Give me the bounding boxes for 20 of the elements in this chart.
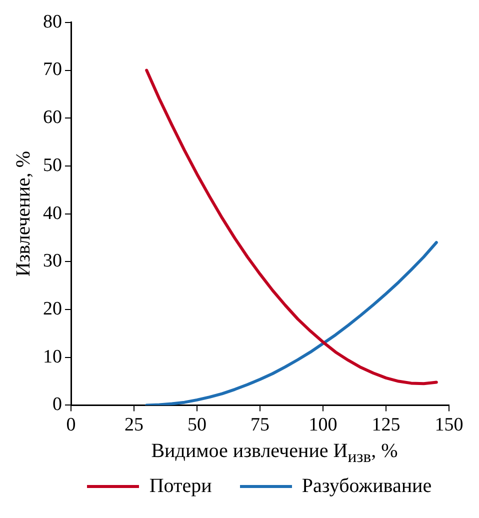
y-axis-title: Извлечение, %: [12, 150, 34, 277]
y-tick-label: 20: [43, 298, 62, 320]
y-tick-label: 60: [43, 107, 62, 128]
y-tick-label: 30: [43, 250, 62, 272]
legend-label: Потери: [149, 475, 212, 498]
x-tick-label: 50: [188, 414, 206, 436]
x-tick-label: 100: [308, 414, 338, 436]
x-tick-label: 150: [434, 414, 464, 436]
y-tick-label: 0: [52, 394, 62, 416]
y-tick-label: 10: [43, 346, 62, 368]
x-axis-title: Видимое извлечение И$_{изв}$, %: [150, 440, 399, 467]
legend-label: Разубоживание: [302, 475, 432, 498]
x-tick-label: 75: [250, 414, 270, 436]
y-tick-label: 50: [43, 154, 62, 176]
x-tick-label: 25: [124, 414, 144, 436]
x-tick-label: 0: [66, 414, 76, 436]
y-tick-label: 80: [43, 11, 62, 32]
x-tick-label: 125: [372, 414, 400, 436]
y-tick-label: 70: [43, 59, 62, 80]
y-tick-label: 40: [43, 202, 62, 224]
